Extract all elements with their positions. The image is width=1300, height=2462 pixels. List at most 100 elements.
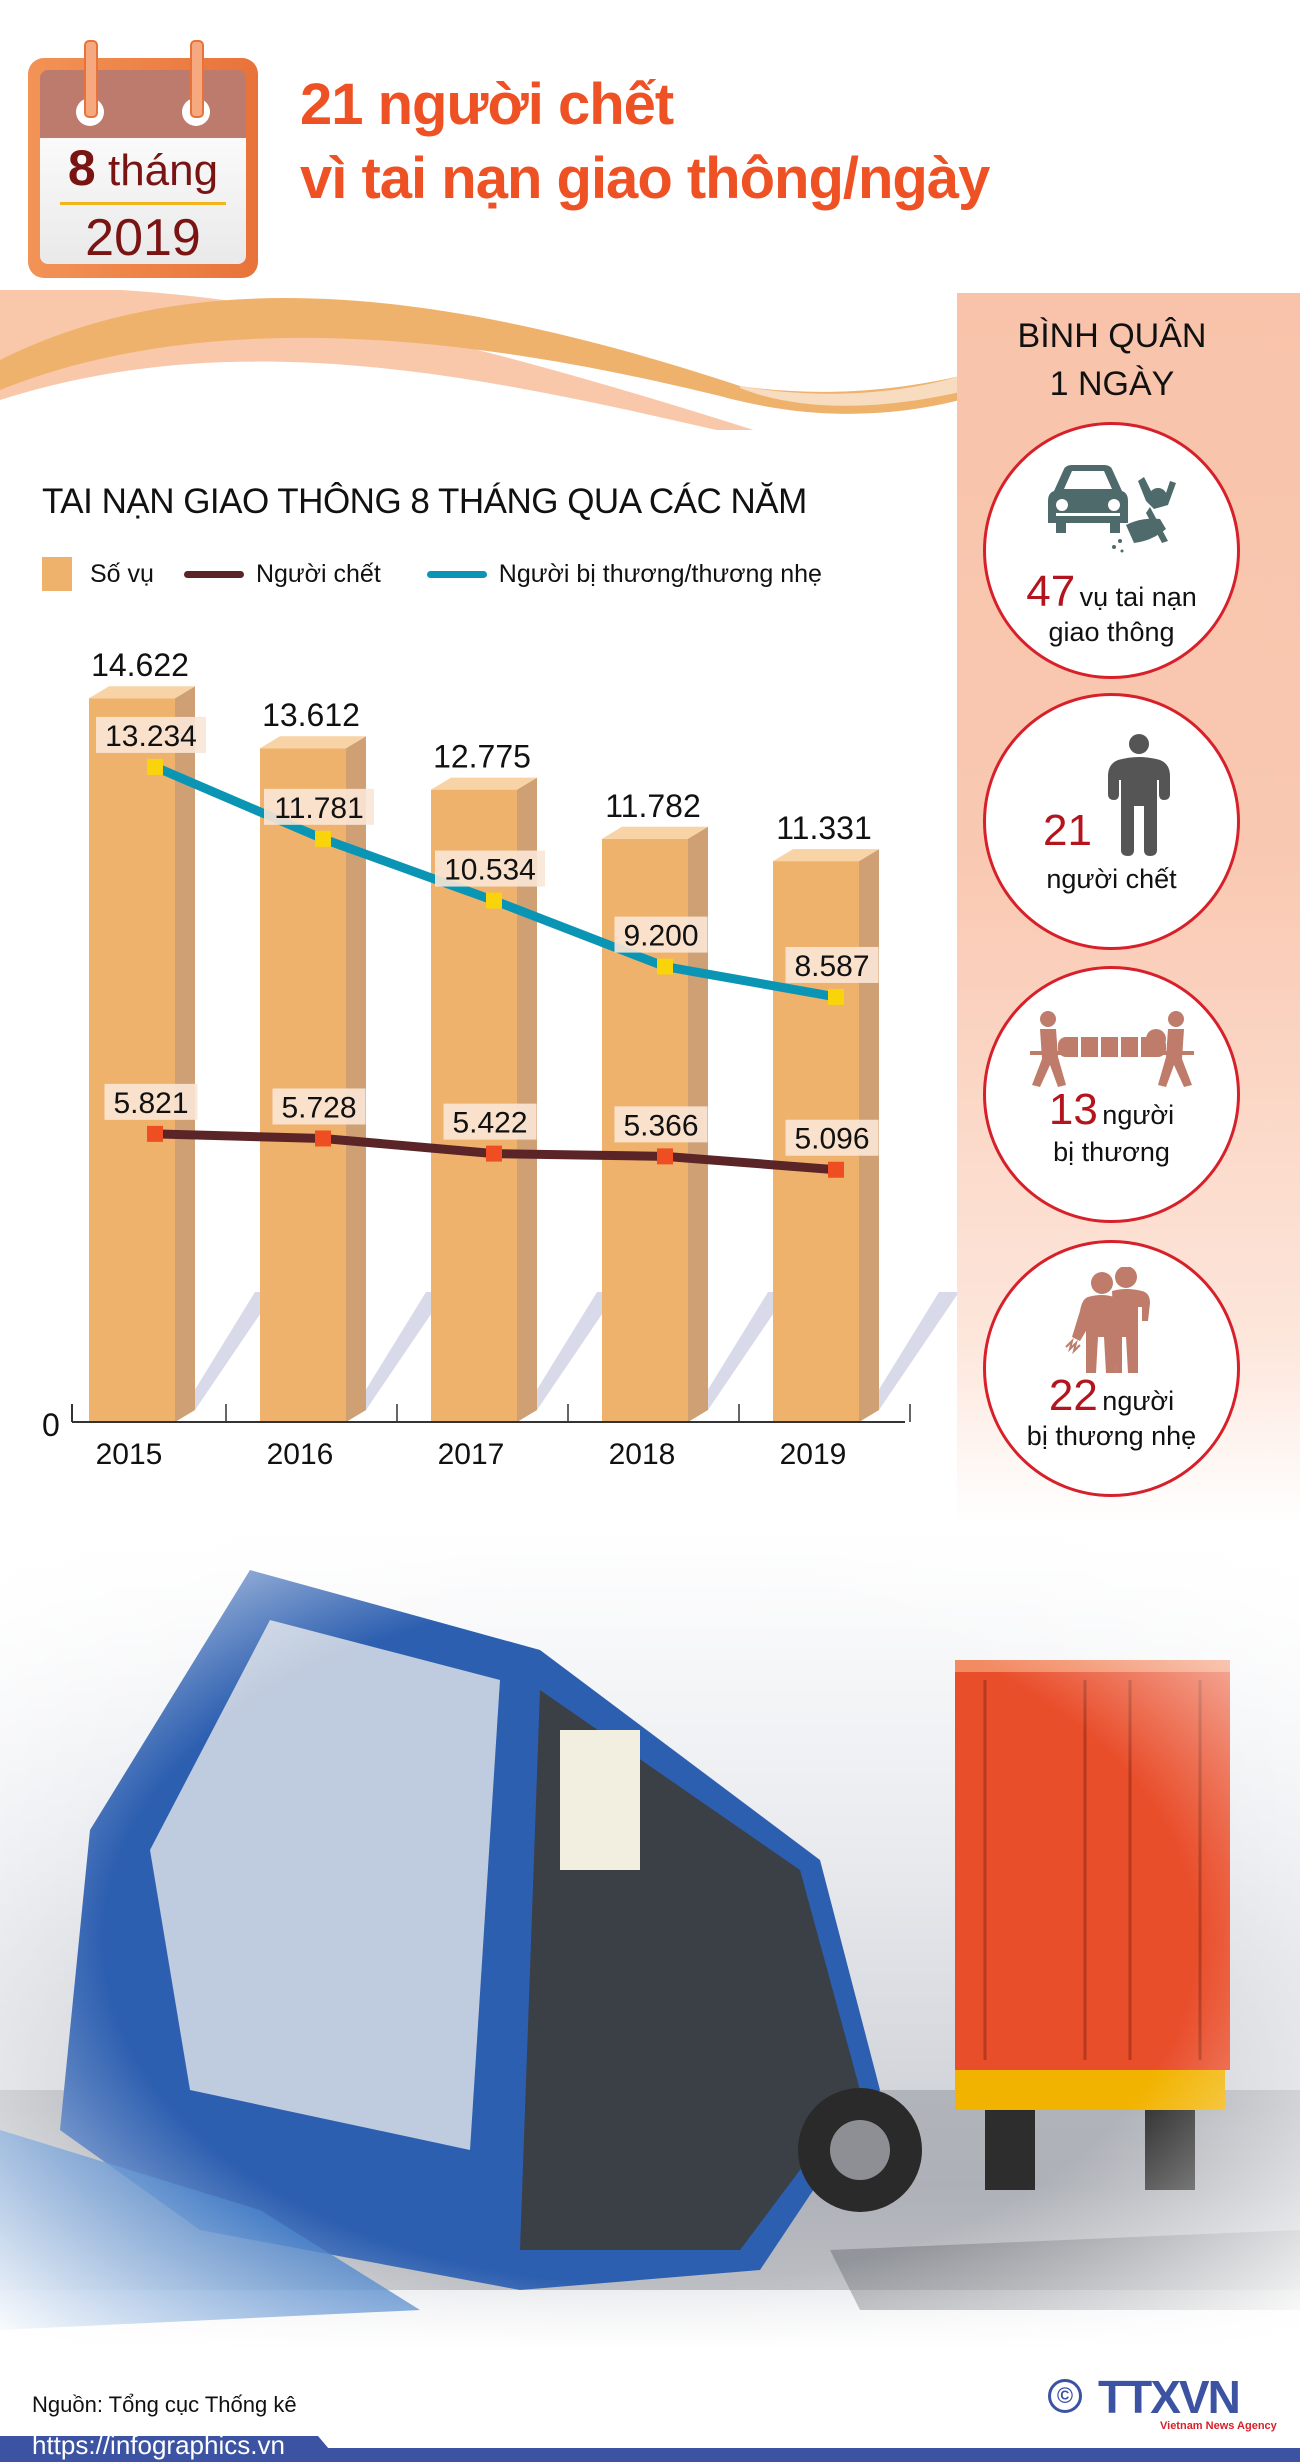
bar-value-label: 11.782 [605,788,701,824]
bar-shadow [517,1292,617,1422]
chart-title: TAI NẠN GIAO THÔNG 8 THÁNG QUA CÁC NĂM [42,482,807,521]
injured-marker [828,988,844,1005]
x-tick-label: 2018 [609,1438,676,1471]
bar-value-label: 11.331 [776,810,872,846]
calendar-year: 2019 [85,209,201,267]
stat-injured-line-2: bị thương [1053,1137,1170,1167]
legend-injured-label: Người bị thương/thương nhẹ [498,559,822,588]
stat-accidents-line-2: giao thông [1048,617,1175,647]
stat-deaths-text: người chết [1046,864,1177,894]
daily-average-title-line-1: BÌNH QUÂN [1017,317,1207,355]
calendar-page [40,138,246,264]
bar-top [260,736,366,749]
x-tick-label: 2016 [267,1438,334,1471]
stat-minor-injured-text: người [1102,1386,1175,1416]
injured-label-bg [614,916,708,953]
source-credit: Nguồn: Tổng cục Thống kê [32,2392,297,2417]
stat-circle-minor-injured: 22 người bị thương nhẹ [983,1240,1240,1497]
deaths-marker [657,1148,673,1165]
stat-circle-injured: 13 người bị thương [983,966,1240,1223]
calendar-badge: 8 tháng 2019 [28,40,258,278]
bar-2015 [89,698,175,1422]
bar-top [773,849,879,862]
injured-value-label: 9.200 [623,920,698,953]
chart-plot: 14.622 2015 13.612 2016 12.775 2017 11.782 2018… [42,647,959,1471]
deaths-value-label: 5.821 [113,1087,188,1120]
bar-2016 [260,748,346,1422]
deaths-label-bg [104,1083,198,1120]
injured-label-bg [785,946,879,983]
stat-injured-line-1: 13 người [986,1088,1237,1137]
deaths-marker [828,1161,844,1178]
injured-label-bg [435,850,545,887]
headline-line-1: 21 người chết [300,72,674,137]
stat-injured-number: 13 [1048,1085,1098,1134]
stretcher-icon [1030,1011,1194,1087]
legend-injured-line [426,570,487,578]
legend-deaths-line [183,570,244,578]
x-tick-label: 2017 [438,1438,505,1471]
y-zero-label: 0 [42,1407,60,1443]
stat-accidents-line-1: 47 vụ tai nạn [986,570,1237,619]
headline: 21 người chết vì tai nạn giao thông/ngày [300,68,990,216]
injured-marker [147,758,163,775]
injured-value-label: 10.534 [444,854,536,887]
logo-text-a: TTX [1098,2371,1181,2423]
injured-value-label: 13.234 [105,720,197,753]
logo-text-b: VN [1178,2371,1241,2423]
legend-bars-label: Số vụ [90,559,154,588]
ttxvn-logo: TTXVN [1098,2371,1241,2423]
stat-circle-accidents: 47 vụ tai nạn giao thông [983,422,1240,679]
injured-marker [315,830,331,847]
calendar-pin-left [84,40,98,118]
deaths-value-label: 5.422 [452,1107,527,1140]
deaths-marker [147,1125,163,1142]
deaths-label-bg [785,1119,879,1156]
car-crash-icon [1048,465,1176,553]
bar-top [89,686,195,699]
bar-side [517,777,537,1422]
calendar-months-label: tháng [107,146,219,195]
chart-legend: Số vụ Người chết Người bị thương/thương … [42,556,822,592]
stat-deaths-number-wrap: 21 [942,809,1193,858]
injured-marker [486,892,502,909]
bar-side [175,686,195,1422]
legend-deaths-label: Người chết [255,559,381,588]
stat-minor-injured-number: 22 [1048,1371,1098,1420]
x-tick-label: 2019 [780,1438,847,1471]
injured-value-label: 11.781 [274,792,364,825]
injured-marker [657,958,673,975]
bar-side [346,736,366,1422]
deaths-label-bg [443,1103,537,1140]
stat-minor-injured-line-2: bị thương nhẹ [1026,1421,1197,1451]
x-tick-label: 2015 [96,1438,163,1471]
injured-people-icon [1065,1267,1150,1373]
calendar-divider [60,202,226,205]
bar-shadow [859,1292,959,1422]
calendar-pin-right [190,40,204,118]
footer-url-tab [0,2436,340,2462]
bar-shadow [346,1292,446,1422]
headline-line-2: vì tai nạn giao thông/ngày [300,146,990,211]
daily-average-title: BÌNH QUÂN 1 NGÀY [957,312,1267,408]
stat-deaths-number: 21 [1043,806,1092,855]
calendar-months: 8 tháng [40,140,246,199]
stat-circle-deaths: 21 người chết [983,693,1240,950]
deaths-label-bg [614,1106,708,1143]
calendar-months-number: 8 [67,140,96,196]
injured-label-bg [96,716,206,753]
deaths-value-label: 5.366 [623,1109,698,1142]
daily-average-title-line-2: 1 NGÀY [1049,365,1175,403]
stat-accidents-number: 47 [1026,567,1076,616]
bar-value-label: 14.622 [91,647,189,683]
deaths-label-bg [272,1088,366,1125]
bar-value-label: 13.612 [262,697,360,733]
bar-shadow [688,1292,788,1422]
footer-url-link[interactable]: https://infographics.vn [32,2430,285,2460]
bar-value-label: 12.775 [433,739,531,775]
deaths-marker [486,1145,502,1162]
deaths-marker [315,1130,331,1147]
copyright-icon: © [1048,2379,1082,2413]
stat-injured-text: người [1102,1100,1175,1130]
stat-accidents-text: vụ tai nạn [1079,582,1197,612]
